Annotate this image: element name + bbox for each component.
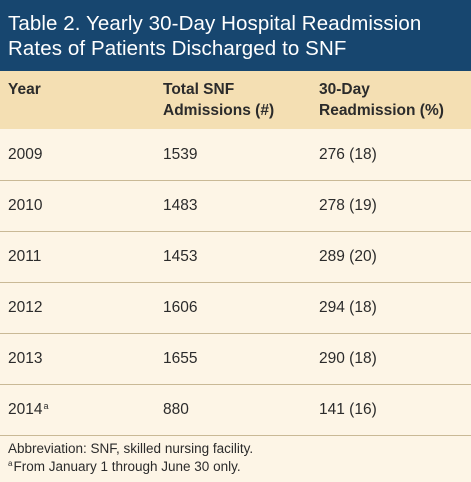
year-cell: 2011 xyxy=(8,248,42,266)
year-cell: 2014a xyxy=(8,401,49,419)
admissions-cell: 1655 xyxy=(163,350,198,367)
abbreviation-note: Abbreviation: SNF, skilled nursing facil… xyxy=(8,441,254,456)
date-range-note: aFrom January 1 through June 30 only. xyxy=(8,458,463,476)
table-header-row: Year Total SNF Admissions (#) 30-Day Rea… xyxy=(0,71,471,129)
admissions-cell: 880 xyxy=(163,401,189,418)
readmission-cell: 141 (16) xyxy=(319,401,377,418)
year-cell: 2012 xyxy=(8,299,43,317)
readmission-cell: 289 (20) xyxy=(319,248,377,265)
year-value: 2011 xyxy=(8,248,42,265)
row-divider xyxy=(0,384,471,385)
table-title-line-2: Rates of Patients Discharged to SNF xyxy=(8,37,347,60)
header-admissions-line-2: Admissions (#) xyxy=(163,102,275,119)
header-admissions: Total SNF Admissions (#) xyxy=(163,79,274,121)
table-row: 2010 1483 278 (19) xyxy=(0,180,471,231)
table-row: 2009 1539 276 (18) xyxy=(0,129,471,180)
table-title-line-1: Table 2. Yearly 30-Day Hospital Readmiss… xyxy=(8,12,422,35)
table-title-bar: Table 2. Yearly 30-Day Hospital Readmiss… xyxy=(0,0,471,71)
footnote-divider xyxy=(0,435,471,436)
header-admissions-line-1: Total SNF xyxy=(163,81,235,98)
row-divider xyxy=(0,333,471,334)
header-year-label: Year xyxy=(8,81,41,98)
row-divider xyxy=(0,282,471,283)
admissions-cell: 1539 xyxy=(163,146,198,163)
year-cell: 2013 xyxy=(8,350,43,368)
year-value: 2014 xyxy=(8,401,43,418)
readmission-cell: 278 (19) xyxy=(319,197,377,214)
year-cell: 2010 xyxy=(8,197,43,215)
row-divider xyxy=(0,231,471,232)
year-value: 2013 xyxy=(8,350,43,367)
readmission-cell: 290 (18) xyxy=(319,350,377,367)
footnote-a-mark: a xyxy=(8,459,13,468)
year-value: 2012 xyxy=(8,299,43,316)
table-row: 2014a 880 141 (16) xyxy=(0,384,471,435)
table-title: Table 2. Yearly 30-Day Hospital Readmiss… xyxy=(8,11,463,61)
admissions-cell: 1483 xyxy=(163,197,198,214)
table-row: 2011 1453 289 (20) xyxy=(0,231,471,282)
readmission-cell: 276 (18) xyxy=(319,146,377,163)
table-row: 2013 1655 290 (18) xyxy=(0,333,471,384)
header-year: Year xyxy=(8,79,41,100)
header-readmission-line-2: Readmission (%) xyxy=(319,102,444,119)
year-cell: 2009 xyxy=(8,146,43,164)
row-divider xyxy=(0,180,471,181)
admissions-cell: 1606 xyxy=(163,299,198,316)
table-row: 2012 1606 294 (18) xyxy=(0,282,471,333)
year-value: 2009 xyxy=(8,146,43,163)
header-readmission: 30-Day Readmission (%) xyxy=(319,79,444,121)
header-readmission-line-1: 30-Day xyxy=(319,81,370,98)
admissions-cell: 1453 xyxy=(163,248,198,265)
year-footnote-mark: a xyxy=(43,401,49,411)
table-footnotes: Abbreviation: SNF, skilled nursing facil… xyxy=(8,440,463,476)
readmission-cell: 294 (18) xyxy=(319,299,377,316)
footnote-a-text: From January 1 through June 30 only. xyxy=(13,459,241,474)
year-value: 2010 xyxy=(8,197,43,214)
